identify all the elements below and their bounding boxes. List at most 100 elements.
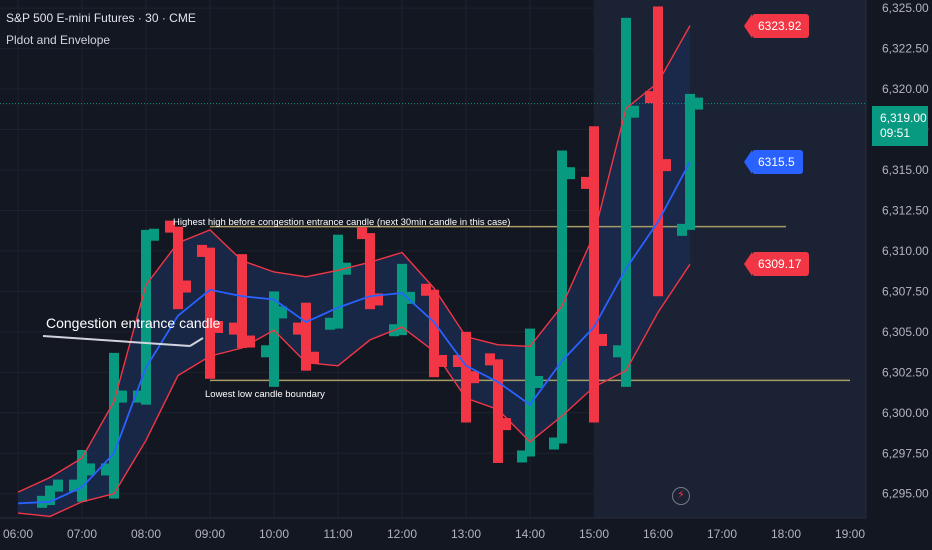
ohlc-bar-close: [501, 418, 511, 431]
ohlc-bar-range: [589, 126, 599, 423]
congestion-low-label: Lowest low candle boundary: [205, 389, 325, 400]
ohlc-bar-range: [621, 17, 631, 387]
x-tick-label: 15:00: [579, 527, 609, 541]
ohlc-bar-open: [453, 354, 463, 367]
ohlc-bar[interactable]: [229, 254, 255, 349]
price-axis[interactable]: 6,295.00 6,297.50 6,300.00 6,302.50 6,305.00…: [865, 0, 929, 518]
ohlc-bar[interactable]: [293, 302, 319, 371]
ohlc-bar-open: [133, 390, 143, 403]
ohlc-bar-range: [429, 289, 439, 378]
ohlc-bar[interactable]: [69, 450, 95, 502]
ohlc-bar-open: [101, 463, 111, 476]
ohlc-bar-range: [525, 328, 535, 457]
envelope-upper-tag: 6323.92: [743, 13, 810, 38]
ohlc-bar-range: [269, 291, 279, 387]
ohlc-bar-range: [77, 450, 87, 502]
ohlc-bar-close: [597, 333, 607, 346]
ohlc-bar[interactable]: [261, 291, 287, 387]
flash-icon[interactable]: ⚡: [672, 487, 690, 505]
ohlc-bar[interactable]: [453, 331, 479, 423]
congestion-entrance-arrow: [189, 337, 204, 347]
ohlc-bar[interactable]: [613, 17, 639, 387]
symbol-title[interactable]: S&P 500 E-mini Futures · 30 · CME: [6, 11, 196, 25]
ohlc-bar-range: [461, 331, 471, 423]
y-tick-label: 6,312.50: [882, 203, 929, 217]
ohlc-bar[interactable]: [677, 93, 703, 236]
ohlc-bar[interactable]: [197, 244, 223, 379]
ohlc-bar-open: [645, 91, 655, 104]
ohlc-bar-range: [685, 93, 695, 230]
ohlc-bar-range: [397, 263, 407, 336]
x-tick-label: 13:00: [451, 527, 481, 541]
ohlc-bar-open: [69, 479, 79, 492]
pldot-line: [17, 161, 691, 505]
ohlc-bar-close: [437, 354, 447, 367]
ohlc-bar-open: [517, 450, 527, 463]
ohlc-bar[interactable]: [549, 150, 575, 450]
ohlc-bar-open: [613, 345, 623, 358]
ohlc-bar-range: [365, 233, 375, 310]
ohlc-bar[interactable]: [421, 283, 447, 378]
x-tick-label: 06:00: [3, 527, 33, 541]
y-tick-label: 6,310.00: [882, 244, 929, 258]
envelope-lower-line: [17, 263, 691, 518]
x-tick-label: 11:00: [323, 527, 352, 541]
x-tick-label: 16:00: [643, 527, 673, 541]
ohlc-bar[interactable]: [581, 126, 607, 423]
ohlc-bar-range: [493, 359, 503, 463]
x-tick-label: 14:00: [515, 527, 545, 541]
ohlc-bar-open: [581, 176, 591, 189]
ohlc-bar-open: [677, 223, 687, 236]
x-tick-label: 08:00: [131, 527, 161, 541]
ohlc-bar-open: [261, 345, 271, 358]
ohlc-bar[interactable]: [165, 220, 191, 310]
ohlc-bar-open: [293, 322, 303, 335]
ohlc-bar-close: [693, 97, 703, 110]
indicator-name[interactable]: Pldot and Envelope: [6, 33, 111, 47]
ohlc-bar-range: [45, 485, 55, 506]
ohlc-bar-range: [557, 150, 567, 444]
ohlc-bar[interactable]: [645, 6, 671, 297]
ohlc-bar[interactable]: [485, 353, 511, 463]
ohlc-bar-open: [485, 353, 495, 366]
x-tick-label: 19:00: [835, 527, 865, 541]
bar-countdown: 09:51: [880, 126, 911, 140]
ohlc-bar-close: [533, 376, 543, 389]
ohlc-bar-open: [165, 220, 175, 233]
ohlc-bar-close: [469, 371, 479, 384]
ohlc-bar[interactable]: [517, 328, 543, 463]
ohlc-bar[interactable]: [357, 227, 383, 310]
y-tick-label: 6,300.00: [882, 406, 929, 420]
ohlc-bar-close: [181, 280, 191, 293]
congestion-entrance-label: Congestion entrance candle: [46, 315, 221, 331]
ohlc-bar-range: [333, 234, 343, 329]
ohlc-bar-close: [85, 463, 95, 476]
ohlc-bar-open: [197, 244, 207, 257]
last-price-value: 6,319.00: [880, 111, 927, 125]
ohlc-bar[interactable]: [133, 228, 159, 405]
ohlc-bar[interactable]: [101, 352, 127, 499]
envelope-upper-line: [17, 25, 691, 493]
y-tick-label: 6,305.00: [882, 325, 929, 339]
ohlc-bar-open: [357, 227, 367, 240]
ohlc-bar-range: [205, 247, 215, 379]
ohlc-bar-open: [549, 437, 559, 450]
congestion-entrance-pointer: [42, 335, 191, 347]
pldot-tag: 6315.5: [744, 149, 803, 174]
y-tick-label: 6,315.00: [882, 163, 929, 177]
congestion-high-label: Highest high before congestion entrance …: [173, 217, 510, 228]
envelope-fill: [18, 25, 690, 517]
y-tick-label: 6,320.00: [882, 82, 929, 96]
ohlc-bar-range: [173, 226, 183, 310]
x-tick-label: 10:00: [259, 527, 289, 541]
ohlc-bar-close: [213, 320, 223, 333]
ohlc-bar-close: [245, 335, 255, 348]
time-axis[interactable]: 06:00 07:00 08:00 09:00 10:00 11:00 12:00 13:00…: [0, 517, 866, 541]
ohlc-bar-open: [229, 322, 239, 335]
x-tick-label: 09:00: [195, 527, 225, 541]
ohlc-bar-range: [301, 302, 311, 371]
ohlc-bar-range: [141, 229, 151, 405]
ohlc-bar-close: [405, 291, 415, 304]
ohlc-bar-close: [309, 351, 319, 364]
